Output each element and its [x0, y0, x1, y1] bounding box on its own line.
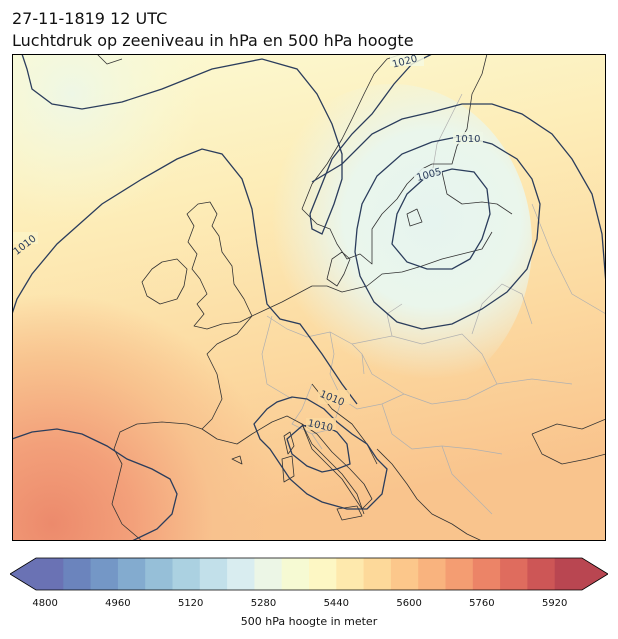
- colorbar-swatch: [336, 558, 365, 590]
- colorbar-tick-label: 5920: [541, 598, 568, 609]
- colorbar-swatch: [363, 558, 392, 590]
- colorbar-swatch: [309, 558, 337, 590]
- coastlines: [96, 54, 606, 541]
- colorbar-tick-label: 4960: [105, 598, 131, 609]
- colorbar-swatch: [527, 558, 556, 590]
- isobar-1010-alps: [253, 396, 388, 510]
- isobar-1010-low-outer: [354, 135, 541, 330]
- colorbar-swatch: [445, 558, 474, 590]
- colorbar-swatch: [500, 558, 528, 590]
- colorbar-tick-label: 5600: [396, 598, 422, 609]
- colorbar-tick-label: 5280: [250, 598, 277, 609]
- isobar-label-1010-alps-b: 1010: [307, 418, 334, 434]
- country-borders: [261, 93, 606, 515]
- colorbar-tick-label: 5760: [469, 598, 495, 609]
- colorbar-swatch: [254, 558, 283, 590]
- colorbar-swatch: [554, 558, 583, 590]
- colorbar-tick-label: 5120: [177, 598, 204, 609]
- isobar-1010-north-east: [311, 103, 606, 285]
- map-frame: [12, 54, 606, 541]
- colorbar-swatch: [390, 558, 419, 590]
- colorbar-swatch: [418, 558, 447, 590]
- colorbar-swatch: [227, 558, 255, 590]
- isobar-1005-low: [391, 168, 491, 270]
- isobar-1010-large: [12, 148, 358, 405]
- colorbar-swatch: [472, 558, 501, 590]
- colorbar-label: 500 hPa hoogte in meter: [240, 615, 378, 628]
- colorbar-extend-high: [582, 558, 608, 590]
- colorbar-swatch: [145, 558, 174, 590]
- isobars: [12, 54, 606, 541]
- isobar-label-1010-north: 1010: [455, 134, 480, 145]
- colorbar-extend-low: [10, 558, 36, 590]
- colorbar-swatch: [36, 558, 64, 590]
- isobar-1020-north: [21, 54, 343, 235]
- colorbar-swatch: [281, 558, 310, 590]
- colorbar-swatch: [63, 558, 92, 590]
- colorbar-tick-label: 4800: [32, 598, 58, 609]
- colorbar-swatch: [172, 558, 201, 590]
- colorbar-outline: [10, 557, 608, 591]
- colorbar-swatch: [117, 558, 146, 590]
- colorbar-tick-label: 5440: [323, 598, 350, 609]
- weather-map: 1020 1010 1005 1010 1010 1010: [12, 54, 606, 541]
- map-subtitle: Luchtdruk op zeeniveau in hPa en 500 hPa…: [12, 31, 414, 50]
- isobar-1010-south-west: [12, 428, 178, 541]
- colorbar-swatch: [199, 558, 228, 590]
- colorbar: [10, 557, 608, 591]
- map-datetime: 27-11-1819 12 UTC: [12, 9, 168, 28]
- colorbar-swatch: [90, 558, 119, 590]
